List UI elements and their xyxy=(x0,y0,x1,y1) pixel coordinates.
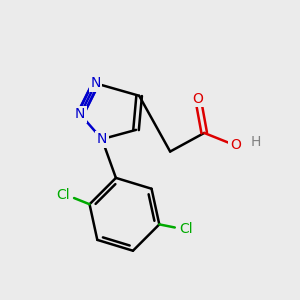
Text: Cl: Cl xyxy=(56,188,70,202)
Text: O: O xyxy=(193,92,203,106)
Text: O: O xyxy=(230,138,241,152)
Text: Cl: Cl xyxy=(179,222,193,236)
Text: N: N xyxy=(91,76,101,90)
Text: H: H xyxy=(250,135,261,149)
Text: N: N xyxy=(75,107,86,122)
Text: N: N xyxy=(97,132,107,146)
